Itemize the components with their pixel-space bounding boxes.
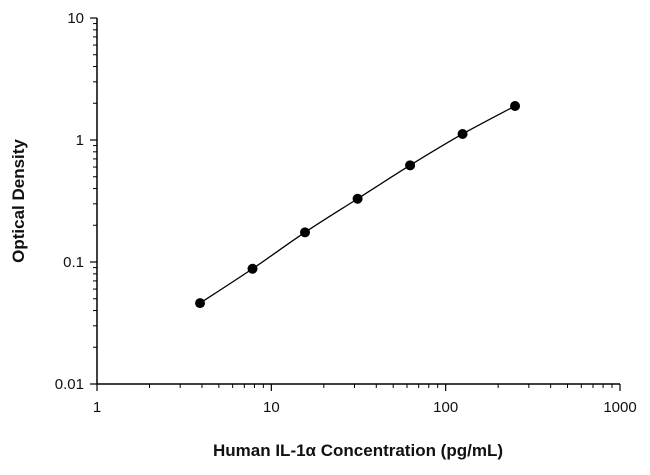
- y-axis-title: Optical Density: [9, 139, 28, 263]
- x-tick-label: 1: [93, 399, 101, 416]
- y-tick-label: 0.01: [55, 376, 84, 393]
- axes: [96, 18, 620, 385]
- data-points: [195, 100, 521, 309]
- data-point: [405, 160, 416, 171]
- fit-curve: [199, 105, 516, 304]
- data-point: [352, 193, 363, 204]
- data-point: [457, 128, 468, 139]
- x-axis-title: Human IL-1α Concentration (pg/mL): [213, 441, 503, 460]
- data-point: [195, 298, 206, 309]
- tick-labels: 1 10 100 1000 10 1 0.1 0.01: [55, 10, 637, 416]
- y-tick-label: 10: [67, 10, 84, 27]
- x-tick-label: 100: [433, 399, 458, 416]
- x-tick-label: 10: [263, 399, 280, 416]
- y-tick-label: 1: [76, 132, 84, 149]
- data-point: [510, 100, 521, 111]
- data-point: [247, 263, 258, 274]
- ticks: [90, 17, 621, 391]
- data-point: [300, 227, 311, 238]
- y-tick-label: 0.1: [63, 254, 84, 271]
- x-tick-label: 1000: [603, 399, 636, 416]
- fit-curve-group: [199, 105, 516, 304]
